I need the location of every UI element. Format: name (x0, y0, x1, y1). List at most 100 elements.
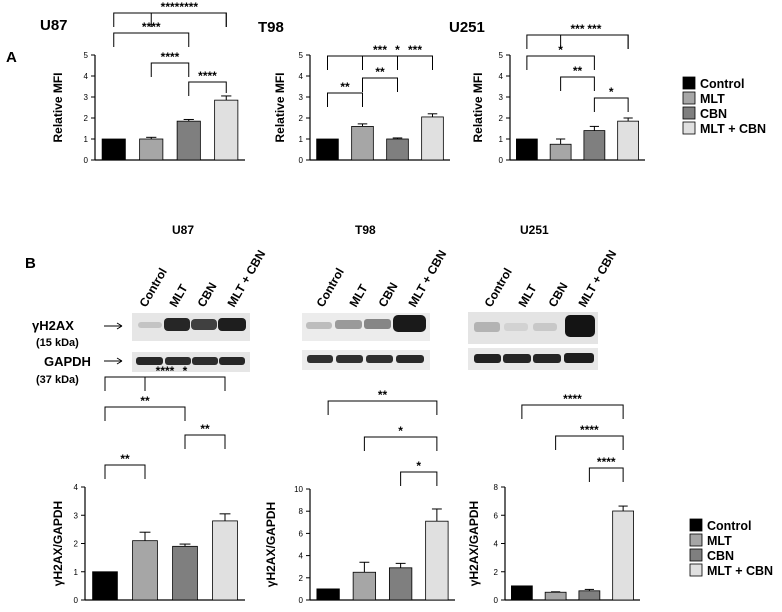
y-tick-label: 4 (84, 72, 89, 81)
lane-label: CBN (375, 280, 400, 310)
bar-control (92, 571, 118, 601)
y-tick-label: 4 (299, 72, 304, 81)
significance-bracket (526, 55, 595, 70)
bar-mlt-cbn (425, 520, 449, 601)
protein-size-gh2ax: (15 kDa) (36, 337, 79, 349)
bar-control (101, 138, 126, 161)
y-tick-label: 6 (494, 511, 499, 520)
y-tick-label: 0 (84, 156, 89, 165)
protein-label-gapdh: GAPDH (44, 354, 91, 369)
chart-title: T98 (258, 19, 284, 36)
bar-mlt-cbn (612, 510, 634, 601)
significance-bracket (150, 62, 190, 77)
legend-swatch (682, 76, 696, 90)
y-tick-label: 0 (499, 156, 504, 165)
y-tick-label: 3 (74, 511, 79, 520)
y-tick-label: 8 (494, 483, 499, 492)
significance-bracket (144, 376, 226, 391)
significance-label: ** (120, 452, 130, 466)
y-tick-label: 1 (499, 135, 504, 144)
legend-label: CBN (700, 107, 727, 121)
legend-label: Control (707, 519, 751, 533)
significance-label: * (609, 85, 614, 99)
bar-cbn (386, 138, 409, 161)
western-blot: U87 T98 U251 Control MLT CBN MLT + CBN C… (32, 223, 619, 386)
lane-label: Control (481, 266, 514, 310)
significance-bracket (555, 435, 624, 450)
band-arrow-icon (104, 357, 123, 365)
significance-bracket (526, 34, 629, 49)
significance-bracket (593, 97, 629, 112)
y-tick-label: 1 (74, 568, 79, 577)
y-tick-label: 2 (299, 114, 304, 123)
significance-bracket (397, 55, 433, 70)
significance-label: **** (563, 392, 582, 406)
significance-label: **** (597, 455, 616, 469)
significance-label: **** (198, 69, 217, 83)
bar-cbn (583, 130, 606, 161)
significance-label: ** (140, 394, 150, 408)
y-tick-label: 5 (499, 51, 504, 60)
legend-swatch (682, 121, 696, 135)
legend-label: MLT + CBN (700, 122, 766, 136)
bar-mlt-cbn (214, 99, 239, 161)
significance-bracket (184, 434, 226, 449)
significance-label: ** (200, 422, 210, 436)
significance-bracket (560, 76, 595, 91)
significance-bracket (113, 12, 227, 27)
bar-mlt (139, 138, 164, 161)
bar-mlt (132, 540, 158, 601)
legend-swatch (689, 563, 703, 577)
chart-title: U251 (449, 19, 485, 36)
legend-swatch (689, 533, 703, 547)
y-tick-label: 0 (299, 156, 304, 165)
significance-label: ** (375, 65, 385, 79)
panel-label-b: B (25, 255, 36, 272)
bar-cbn (578, 590, 601, 601)
bar-mlt (544, 591, 567, 601)
significance-label: *** (408, 43, 422, 57)
y-tick-label: 10 (294, 485, 303, 494)
y-tick-label: 1 (84, 135, 89, 144)
bar-mlt (351, 126, 374, 161)
blot-image-u251 (468, 312, 598, 370)
y-tick-label: 8 (299, 507, 304, 516)
y-tick-label: 1 (299, 135, 304, 144)
lane-label: CBN (545, 280, 570, 310)
y-tick-label: 3 (499, 93, 504, 102)
bar-mlt-cbn (212, 520, 238, 601)
bar-control (316, 138, 339, 161)
y-tick-label: 0 (494, 596, 499, 605)
significance-label: * (183, 364, 188, 378)
y-tick-label: 2 (494, 568, 499, 577)
y-tick-label: 5 (84, 51, 89, 60)
lane-label: MLT + CBN (575, 248, 619, 310)
lane-labels-t98: Control MLT CBN MLT + CBN (313, 248, 449, 310)
y-tick-label: 3 (84, 93, 89, 102)
lane-labels-u251: Control MLT CBN MLT + CBN (481, 248, 619, 310)
significance-label: * (395, 43, 400, 57)
legend-swatch (682, 91, 696, 105)
legend-label: MLT (707, 534, 732, 548)
significance-bracket (362, 77, 398, 92)
y-tick-label: 4 (299, 552, 304, 561)
blot-group-u87: U87 (172, 223, 194, 237)
legend-swatch (689, 548, 703, 562)
y-tick-label: 2 (74, 540, 79, 549)
legend-swatch (682, 106, 696, 120)
significance-bracket (104, 464, 146, 479)
y-tick-label: 2 (84, 114, 89, 123)
significance-label: **** (179, 0, 198, 14)
legend-label: Control (700, 77, 744, 91)
y-tick-label: 6 (299, 529, 304, 538)
y-tick-label: 4 (494, 540, 499, 549)
blot-image-u87 (132, 313, 250, 372)
significance-bracket (521, 404, 624, 419)
lane-label: MLT + CBN (224, 248, 268, 310)
